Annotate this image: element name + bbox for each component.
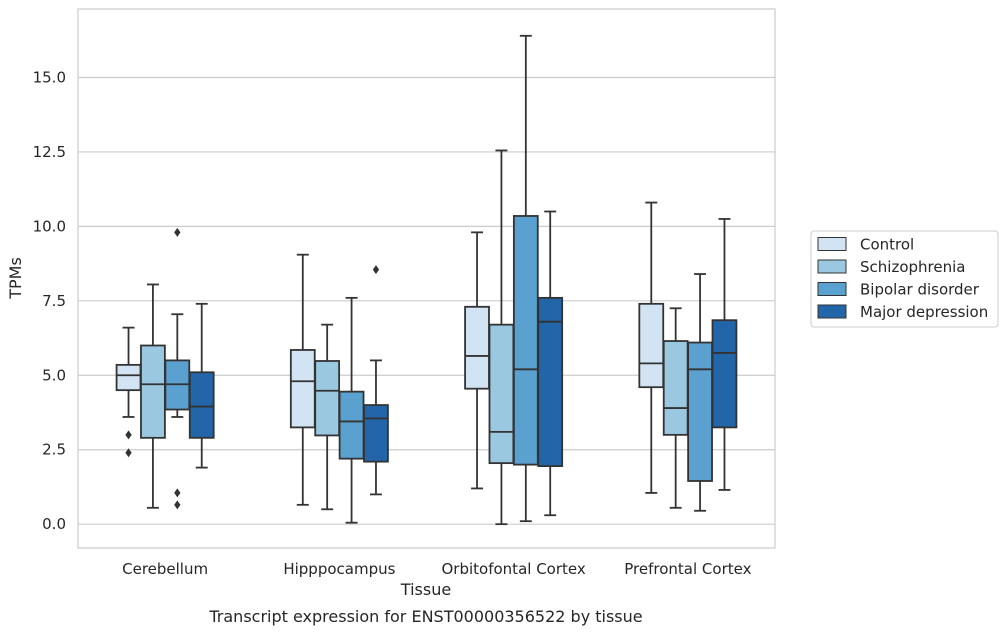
outlier-point [174,488,181,498]
y-tick-labels: 0.0 2.5 5.0 7.5 10.0 12.5 15.0 [33,68,66,533]
box [115,326,142,458]
x-tick-label: Cerebellum [122,560,208,578]
outlier-point [174,227,181,237]
y-tick-label: 12.5 [33,143,66,161]
box-iqr [289,349,316,429]
y-tick-label: 0.0 [42,515,66,533]
y-tick-label: 2.5 [42,441,66,459]
box-iqr [314,360,341,437]
box [338,296,365,524]
box-iqr [512,215,539,466]
x-tick-label: Orbitofontal Cortex [442,560,586,578]
box-iqr [188,371,215,439]
y-tick-label: 15.0 [33,68,66,86]
y-tick-label: 10.0 [33,217,66,235]
chart-caption: Transcript expression for ENST0000035652… [208,607,642,626]
x-tick-label: Prefrontal Cortex [624,560,751,578]
y-axis-label: TPMs [6,257,25,300]
outlier-point [372,265,380,275]
legend-swatch [817,237,847,251]
legend-swatch [817,282,847,296]
box [512,34,539,523]
outlier-point [174,500,181,510]
legend-swatch [817,259,847,274]
box-iqr [687,341,713,482]
box-iqr [638,302,665,389]
legend-label: Bipolar disorder [860,281,980,299]
box-iqr [537,296,564,468]
box-iqr [711,319,738,429]
legend-frame [810,230,999,328]
y-tick-label: 7.5 [42,292,66,310]
box [289,253,316,506]
box [164,227,191,510]
boxes-layer [115,34,738,526]
legend-label: Control [860,236,914,254]
legend-label: Schizophrenia [860,258,965,276]
plot-area [78,9,775,548]
box [363,265,389,496]
outlier-point [125,430,132,440]
y-tick-label: 5.0 [42,366,66,384]
box [188,302,215,469]
x-axis-label: Tissue [400,580,451,599]
box [662,307,689,509]
box [711,218,738,491]
legend-swatch [817,304,847,319]
box-iqr [140,344,166,439]
legend-label: Major depression [860,303,988,321]
box-iqr [363,404,389,463]
box [537,210,564,517]
legend: Control Schizophrenia Bipolar disorder Majo… [810,230,999,328]
plot-frame [77,8,776,549]
outlier-point [125,448,132,458]
box-iqr [662,340,689,436]
box-iqr [115,363,142,392]
box-iqr [488,323,515,465]
box-iqr [338,390,365,460]
box-iqr [464,305,490,390]
x-tick-label: Hipppocampus [283,560,395,578]
x-tick-labels: Cerebellum Hipppocampus Orbitofontal Corte… [122,560,751,578]
